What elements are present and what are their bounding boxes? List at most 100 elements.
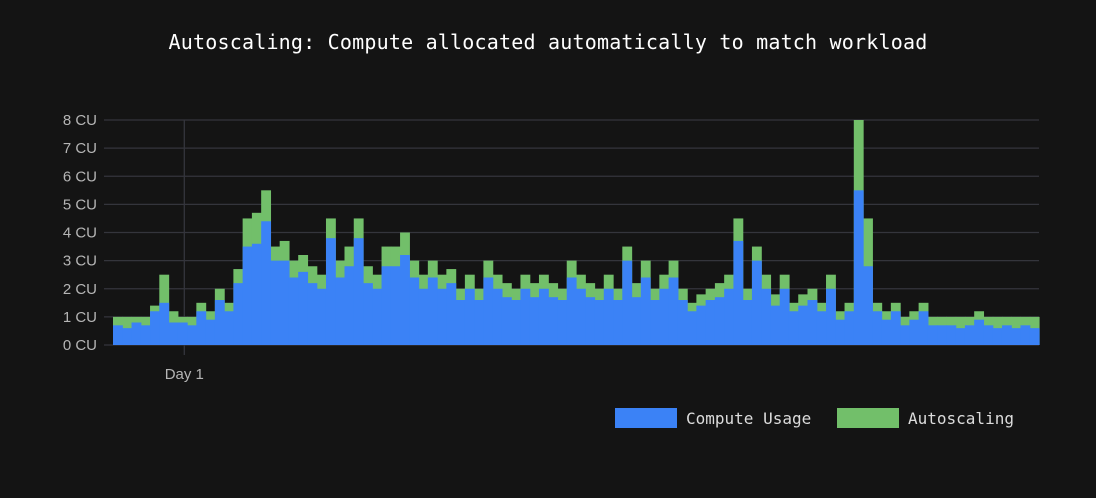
compute-usage-mark xyxy=(196,311,207,345)
compute-usage-mark xyxy=(835,319,846,345)
compute-usage-mark xyxy=(603,288,614,345)
compute-usage-mark xyxy=(576,288,586,345)
compute-usage-mark xyxy=(668,277,679,345)
compute-usage-mark xyxy=(853,190,864,345)
compute-usage-mark xyxy=(418,288,429,345)
compute-usage-mark xyxy=(826,288,836,345)
compute-usage-mark xyxy=(316,288,327,345)
compute-usage-mark xyxy=(520,288,531,345)
compute-usage-mark xyxy=(640,277,651,345)
compute-usage-mark xyxy=(1020,325,1031,345)
compute-usage-mark xyxy=(844,311,855,345)
x-tick-label: Day 1 xyxy=(165,366,204,383)
compute-usage-mark xyxy=(631,297,642,345)
compute-usage-mark xyxy=(798,305,809,345)
compute-usage-mark xyxy=(909,319,920,345)
y-tick-label: 0 CU xyxy=(63,337,97,354)
compute-usage-mark xyxy=(659,288,670,345)
compute-usage-mark xyxy=(187,325,197,345)
compute-usage-mark xyxy=(1029,328,1040,345)
compute-usage-mark xyxy=(455,300,466,345)
compute-usage-mark xyxy=(761,288,772,345)
compute-usage-mark xyxy=(400,255,410,345)
y-tick-label: 5 CU xyxy=(63,196,97,213)
compute-usage-mark xyxy=(251,243,262,345)
compute-usage-mark xyxy=(779,288,790,345)
compute-usage-mark xyxy=(594,300,605,345)
compute-usage-mark xyxy=(566,277,577,345)
compute-usage-mark xyxy=(918,311,929,345)
legend-label-compute-usage: Compute Usage xyxy=(686,408,812,428)
compute-usage-mark xyxy=(881,319,892,345)
compute-usage-mark xyxy=(409,277,420,345)
compute-usage-mark xyxy=(807,300,818,345)
compute-usage-mark xyxy=(946,325,957,345)
compute-usage-mark xyxy=(1001,325,1012,345)
compute-usage-mark xyxy=(325,238,336,345)
compute-usage-mark xyxy=(233,283,244,345)
compute-usage-mark xyxy=(613,300,623,345)
compute-usage-mark xyxy=(446,283,457,345)
legend-swatch-autoscaling xyxy=(837,408,899,428)
compute-usage-mark xyxy=(585,297,596,345)
compute-usage-mark xyxy=(955,328,966,345)
y-tick-label: 6 CU xyxy=(63,168,97,185)
y-tick-label: 7 CU xyxy=(63,140,97,157)
compute-usage-mark xyxy=(650,300,660,345)
compute-usage-mark xyxy=(288,277,299,345)
compute-usage-mark xyxy=(261,221,272,345)
legend-item-autoscaling[interactable]: Autoscaling xyxy=(837,408,1014,428)
compute-usage-mark xyxy=(492,288,503,345)
compute-usage-mark xyxy=(224,311,234,345)
compute-usage-mark xyxy=(279,260,290,345)
compute-usage-mark xyxy=(390,266,401,345)
compute-usage-mark xyxy=(168,322,179,345)
compute-usage-mark xyxy=(770,305,781,345)
y-tick-label: 1 CU xyxy=(63,309,97,326)
compute-usage-mark xyxy=(113,325,123,345)
legend-item-compute-usage[interactable]: Compute Usage xyxy=(615,408,811,428)
compute-usage-mark xyxy=(751,260,762,345)
compute-usage-mark xyxy=(140,325,151,345)
compute-usage-mark xyxy=(992,328,1003,345)
compute-usage-mark xyxy=(557,300,568,345)
compute-usage-mark xyxy=(529,297,540,345)
y-tick-label: 4 CU xyxy=(63,225,97,242)
compute-usage-mark xyxy=(214,300,225,345)
compute-usage-mark xyxy=(1011,328,1022,345)
y-tick-label: 2 CU xyxy=(63,281,97,298)
compute-usage-mark xyxy=(714,297,725,345)
y-tick-label: 3 CU xyxy=(63,253,97,270)
legend-label-autoscaling: Autoscaling xyxy=(908,408,1014,428)
compute-usage-mark xyxy=(937,325,947,345)
chart-title: Autoscaling: Compute allocated automatic… xyxy=(168,30,928,54)
compute-usage-mark xyxy=(983,325,994,345)
compute-usage-mark xyxy=(307,283,318,345)
compute-usage-mark xyxy=(159,302,170,345)
compute-usage-mark xyxy=(696,305,707,345)
compute-usage-mark xyxy=(483,277,494,345)
compute-usage-mark xyxy=(122,328,133,345)
compute-usage-mark xyxy=(270,260,281,345)
compute-usage-mark xyxy=(677,300,688,345)
compute-usage-mark xyxy=(177,322,188,345)
compute-usage-mark xyxy=(538,288,549,345)
compute-usage-mark xyxy=(381,266,392,345)
compute-usage-mark xyxy=(705,300,716,345)
compute-usage-mark xyxy=(474,300,484,345)
compute-usage-mark xyxy=(733,240,744,345)
compute-usage-mark xyxy=(927,325,938,345)
compute-usage-mark xyxy=(298,271,309,345)
legend-swatch-compute-usage xyxy=(615,408,677,428)
compute-usage-mark xyxy=(335,277,346,345)
compute-usage-mark xyxy=(511,300,522,345)
compute-usage-mark xyxy=(742,300,753,345)
compute-usage-mark xyxy=(372,288,383,345)
compute-usage-mark xyxy=(353,238,364,345)
compute-usage-mark xyxy=(242,246,253,345)
compute-usage-mark xyxy=(816,311,827,345)
compute-usage-mark xyxy=(622,260,633,345)
compute-usage-mark xyxy=(501,297,512,345)
compute-usage-mark xyxy=(872,311,883,345)
